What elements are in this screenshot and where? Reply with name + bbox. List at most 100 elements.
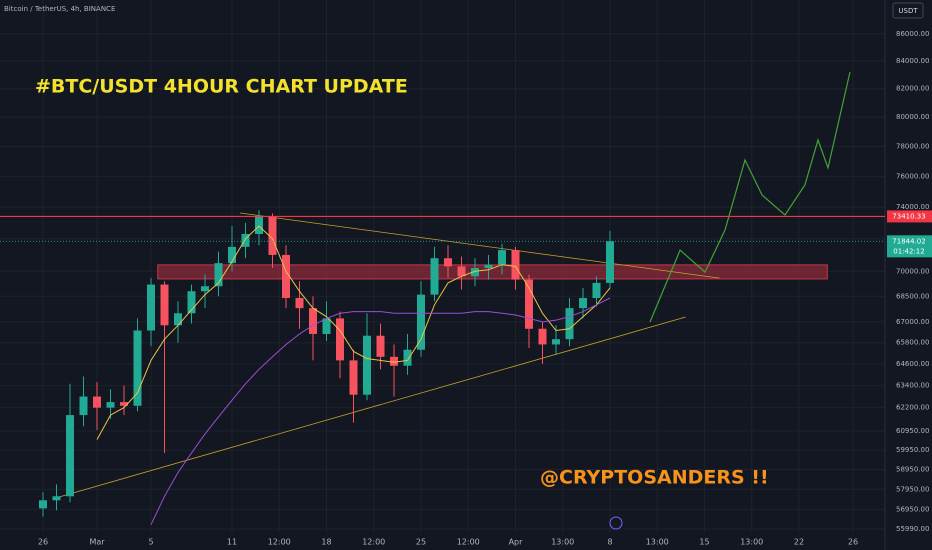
candle-body xyxy=(65,415,74,497)
x-tick-label: 12:00 xyxy=(457,538,480,547)
candle-body xyxy=(241,234,250,247)
y-tick-label: 82000.00 xyxy=(896,85,929,93)
candle-body xyxy=(92,396,101,408)
currency-box[interactable] xyxy=(892,2,924,19)
candle-body xyxy=(457,266,466,277)
candle-body xyxy=(322,318,331,334)
candle-body xyxy=(349,360,358,395)
candle-body xyxy=(471,268,480,277)
x-tick-label: 22 xyxy=(794,538,804,547)
candle-body xyxy=(444,258,453,267)
candle-body xyxy=(376,335,385,357)
y-tick-label: 74000.00 xyxy=(896,203,929,211)
candle-body xyxy=(119,402,128,406)
candle-body xyxy=(281,254,290,298)
x-tick-label: 12:00 xyxy=(362,538,385,547)
y-tick-label: 56950.00 xyxy=(896,505,929,513)
candle-body xyxy=(173,313,182,326)
candle-body xyxy=(525,279,534,329)
y-tick-label: 60950.00 xyxy=(896,427,929,435)
x-tick-label: 15 xyxy=(699,538,709,547)
plot xyxy=(38,71,851,525)
annotation: @CRYPTOSANDERS !! xyxy=(540,467,769,489)
y-tick-label: 59950.00 xyxy=(896,446,929,454)
y-tick-label: 78000.00 xyxy=(896,142,929,150)
x-tick-label: 26 xyxy=(38,538,48,547)
candle-body xyxy=(160,284,169,326)
moving-average xyxy=(96,225,611,440)
y-tick-label: 58950.00 xyxy=(896,466,929,474)
candle-body xyxy=(592,282,601,298)
candle-body xyxy=(417,294,426,350)
y-tick-label: 64600.00 xyxy=(896,360,929,368)
candle-body xyxy=(254,216,263,235)
trend-line xyxy=(240,212,720,279)
grid xyxy=(0,0,885,533)
supply-zone xyxy=(157,264,828,280)
x-tick-label: 5 xyxy=(148,538,153,547)
candle-body xyxy=(268,216,277,255)
y-tick-label: 84000.00 xyxy=(896,57,929,65)
symbol-label: Bitcoin / TetherUS, 4h, BINANCE xyxy=(4,5,115,13)
candle-body xyxy=(227,246,236,264)
candle-body xyxy=(579,297,588,309)
candle-body xyxy=(309,308,318,334)
y-tick-label: 63400.00 xyxy=(896,382,929,390)
candle-body xyxy=(606,241,615,283)
x-tick-label: 25 xyxy=(416,538,426,547)
candle-body xyxy=(538,328,547,345)
y-tick-label: 80000.00 xyxy=(896,113,929,121)
y-tick-label: 57950.00 xyxy=(896,485,929,493)
candle-body xyxy=(200,286,209,292)
price-tag xyxy=(887,210,932,223)
candle-body xyxy=(390,356,399,366)
candle-body xyxy=(38,500,47,509)
candle-body xyxy=(187,291,196,314)
candle-body xyxy=(52,496,61,501)
candle-body xyxy=(403,349,412,366)
y-tick-label: 76000.00 xyxy=(896,172,929,180)
y-tick-label: 86000.00 xyxy=(896,30,929,38)
x-tick-label: 13:00 xyxy=(551,538,574,547)
chart-title: #BTC/USDT 4HOUR CHART UPDATE xyxy=(35,76,408,98)
candle-body xyxy=(133,330,142,406)
last-price-label: 71844.02 xyxy=(892,237,925,245)
candle-body xyxy=(79,396,88,416)
trend-line xyxy=(55,316,686,499)
countdown-label: 01:42:12 xyxy=(893,247,924,255)
projection-line xyxy=(649,71,851,323)
y-tick-label: 62200.00 xyxy=(896,404,929,412)
y-tick-label: 65800.00 xyxy=(896,339,929,347)
x-tick-label: 13:00 xyxy=(646,538,669,547)
y-tick-label: 68500.00 xyxy=(896,292,929,300)
x-tick-label: 26 xyxy=(848,538,858,547)
moving-average xyxy=(150,297,611,525)
candle-body xyxy=(552,339,561,345)
candle-body xyxy=(336,318,345,361)
currency-label[interactable]: USDT xyxy=(898,7,918,15)
candle-body xyxy=(565,308,574,340)
candle-body xyxy=(498,250,507,265)
candle-body xyxy=(106,402,115,408)
x-tick-label: Apr xyxy=(509,538,524,547)
candle-body xyxy=(511,250,520,280)
candle-body xyxy=(295,297,304,309)
x-tick-label: Mar xyxy=(89,538,105,547)
y-tick-label: 67000.00 xyxy=(896,318,929,326)
candle-body xyxy=(146,284,155,331)
x-tick-label: 18 xyxy=(321,538,331,547)
y-tick-label: 70000.00 xyxy=(896,267,929,275)
x-tick-label: 11 xyxy=(227,538,237,547)
candle-body xyxy=(484,264,493,269)
x-tick-label: 13:00 xyxy=(740,538,763,547)
y-tick-label: 55990.00 xyxy=(896,525,929,533)
x-tick-label: 8 xyxy=(607,538,612,547)
candle-body xyxy=(430,258,439,295)
last-price-tag xyxy=(887,235,932,258)
candle-body xyxy=(363,335,372,395)
replay-icon[interactable] xyxy=(609,516,623,530)
candle-body xyxy=(214,263,223,287)
x-tick-label: 12:00 xyxy=(268,538,291,547)
